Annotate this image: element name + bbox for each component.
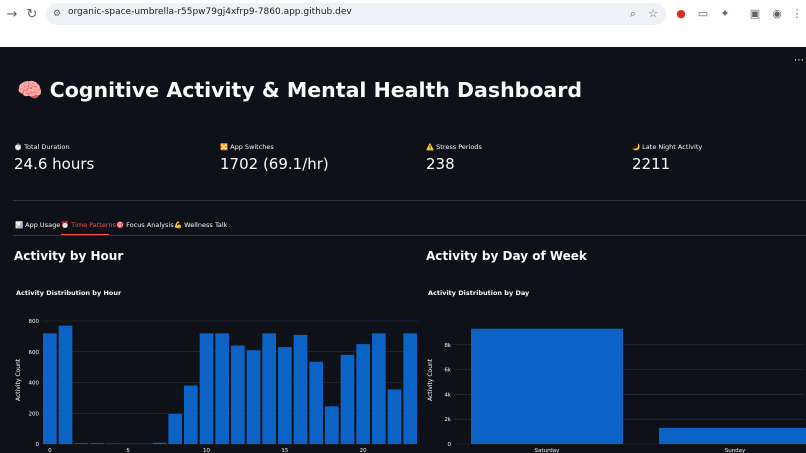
tab-label: Talk bbox=[215, 221, 228, 229]
y-tick-label: 6k bbox=[444, 368, 451, 374]
bar bbox=[74, 443, 88, 444]
bar bbox=[152, 442, 167, 444]
bar bbox=[340, 354, 355, 444]
bar bbox=[231, 345, 245, 444]
bar bbox=[293, 334, 308, 444]
bar bbox=[372, 333, 386, 444]
x-tick-label: Sunday bbox=[725, 448, 746, 453]
browser-toolbar: → ↻ ⚙ organic-space-umbrella-r55pw79gj4x… bbox=[0, 0, 806, 47]
metric-stress-periods: ⚠️ Stress Periods 238 bbox=[426, 143, 482, 173]
y-tick-label: 0 bbox=[36, 442, 40, 448]
app-main: ⋯ 🧠 Cognitive Activity & Mental Health D… bbox=[0, 47, 806, 453]
tab-time-patterns[interactable]: ⏰ Time Patterns bbox=[61, 221, 116, 229]
divider bbox=[13, 200, 806, 201]
tab-label: Wellness bbox=[184, 221, 213, 229]
y-tick-label: 800 bbox=[29, 319, 40, 325]
site-info-icon[interactable]: ⚙ bbox=[52, 9, 62, 19]
metric-value: 2211 bbox=[632, 155, 671, 173]
bar bbox=[215, 333, 229, 444]
tab-label: App Usage bbox=[25, 221, 61, 229]
tab-app-usage[interactable]: 📊 App Usage bbox=[15, 221, 60, 229]
extension-icon[interactable]: ▭ bbox=[697, 7, 709, 20]
bar bbox=[90, 443, 104, 444]
y-tick-label: 400 bbox=[29, 381, 40, 387]
warning-icon: ⚠️ bbox=[426, 143, 435, 151]
chart-day: 0 2k 4k 6k 8k Saturday Sunday bbox=[444, 328, 806, 453]
muscle-icon: 💪 bbox=[174, 221, 183, 229]
brain-icon: 🧠 bbox=[17, 78, 43, 102]
target-icon: 🎯 bbox=[116, 221, 125, 229]
screenshot-icon[interactable]: ▣ bbox=[749, 7, 761, 20]
y-tick-label: 4k bbox=[444, 392, 451, 398]
tab-talk[interactable]: Talk bbox=[215, 221, 227, 229]
chart-title-hour: Activity Distribution by Hour bbox=[16, 289, 122, 297]
tab-focus-analysis[interactable]: 🎯 Focus Analysis bbox=[116, 221, 174, 229]
y-axis-label-hour: Activity Count bbox=[15, 358, 22, 401]
bar bbox=[199, 333, 214, 444]
bar bbox=[659, 427, 806, 444]
url-text[interactable]: organic-space-umbrella-r55pw79gj4xfrp9-7… bbox=[68, 7, 352, 17]
bar bbox=[403, 333, 417, 444]
address-bar[interactable]: ⚙ organic-space-umbrella-r55pw79gj4xfrp9… bbox=[46, 3, 666, 25]
bar bbox=[246, 350, 261, 444]
bar bbox=[184, 385, 198, 444]
metric-total-duration: ⏱️ Total Duration 24.6 hours bbox=[14, 143, 94, 173]
x-tick-label: 10 bbox=[203, 448, 210, 453]
y-axis-label-day: Activity Count bbox=[427, 358, 434, 401]
metric-value: 1702 (69.1/hr) bbox=[220, 155, 329, 173]
y-tick-label: 200 bbox=[29, 411, 40, 417]
chart-icon: 📊 bbox=[15, 221, 24, 229]
bar bbox=[325, 406, 339, 444]
back-icon[interactable]: → bbox=[6, 7, 18, 22]
x-tick-label: 0 bbox=[48, 448, 52, 453]
timer-icon: ⏱️ bbox=[14, 143, 23, 151]
bookmark-star-icon[interactable]: ☆ bbox=[648, 7, 658, 20]
chart-title-day: Activity Distribution by Day bbox=[428, 289, 530, 297]
bar bbox=[309, 361, 323, 444]
bar bbox=[262, 333, 276, 444]
alarm-icon: ⏰ bbox=[61, 221, 70, 229]
y-tick-label: 2k bbox=[444, 417, 451, 423]
metric-label: Late Night Activity bbox=[642, 143, 703, 151]
moon-icon: 🌙 bbox=[632, 143, 641, 151]
profile-icon[interactable]: ◉ bbox=[772, 7, 782, 20]
y-tick-label: 600 bbox=[29, 350, 40, 356]
tab-wellness[interactable]: 💪 Wellness bbox=[174, 221, 213, 229]
x-tick-label: 15 bbox=[281, 448, 288, 453]
bar bbox=[278, 347, 292, 444]
metric-app-switches: 🔀 App Switches 1702 (69.1/hr) bbox=[220, 143, 329, 173]
metric-label: App Switches bbox=[230, 143, 274, 151]
tab-label: Time Patterns bbox=[71, 221, 116, 229]
metric-value: 24.6 hours bbox=[14, 155, 95, 173]
bar bbox=[168, 414, 182, 444]
reload-icon[interactable]: ↻ bbox=[26, 7, 38, 22]
metric-value: 238 bbox=[426, 155, 455, 173]
page-title: 🧠 Cognitive Activity & Mental Health Das… bbox=[17, 78, 582, 103]
bar bbox=[58, 325, 73, 444]
bar bbox=[471, 328, 623, 444]
extension-icon[interactable]: ● bbox=[676, 7, 686, 20]
tab-divider bbox=[13, 235, 806, 236]
x-tick-label: 5 bbox=[126, 448, 130, 453]
metric-late-night: 🌙 Late Night Activity 2211 bbox=[632, 143, 702, 173]
tab-label: Focus Analysis bbox=[126, 221, 174, 229]
section-heading-day: Activity by Day of Week bbox=[426, 249, 587, 263]
switch-icon: 🔀 bbox=[220, 143, 229, 151]
page-title-text: Cognitive Activity & Mental Health Dashb… bbox=[49, 78, 583, 102]
section-heading-hour: Activity by Hour bbox=[14, 249, 124, 263]
y-tick-label: 8k bbox=[444, 343, 451, 349]
bar bbox=[356, 344, 370, 444]
y-tick-label: 0 bbox=[448, 442, 452, 448]
app-menu-icon[interactable]: ⋯ bbox=[794, 55, 804, 66]
zoom-icon[interactable]: ⌕ bbox=[629, 7, 637, 20]
x-tick-label: Saturday bbox=[535, 448, 561, 453]
metric-label: Stress Periods bbox=[436, 143, 482, 151]
bar bbox=[387, 389, 402, 444]
x-tick-label: 20 bbox=[360, 448, 367, 453]
chart-hour: 0 200 400 600 800 0 5 10 15 20 bbox=[29, 319, 418, 453]
metric-label: Total Duration bbox=[24, 143, 70, 151]
puzzle-icon[interactable]: ✦ bbox=[720, 7, 730, 20]
menu-icon[interactable]: ⋮ bbox=[791, 7, 803, 20]
bar bbox=[43, 333, 57, 444]
